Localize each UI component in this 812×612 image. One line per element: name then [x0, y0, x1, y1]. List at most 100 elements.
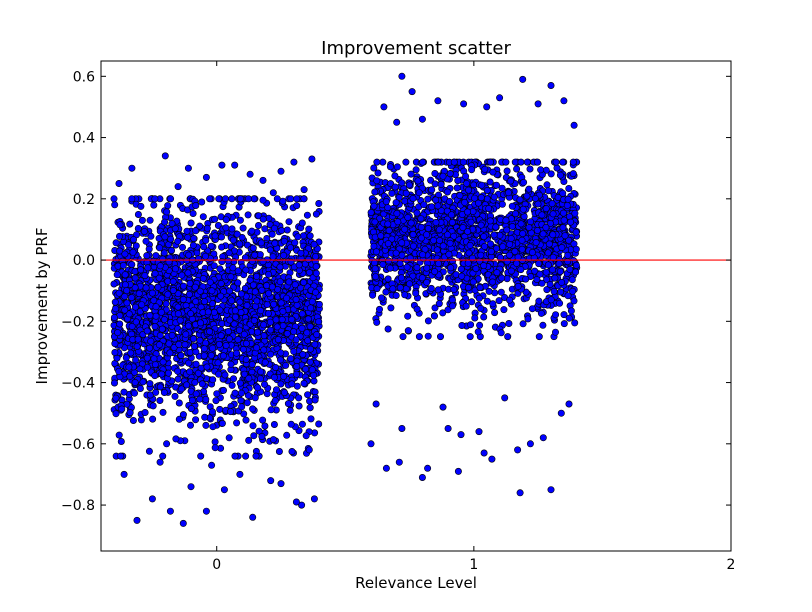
- data-point-outlier: [398, 72, 406, 80]
- data-point: [394, 218, 402, 226]
- data-point: [267, 350, 275, 358]
- data-point: [237, 389, 245, 397]
- data-point-outlier: [184, 164, 192, 172]
- data-point: [211, 438, 219, 446]
- data-point: [261, 422, 269, 430]
- data-point: [112, 394, 120, 402]
- x-tick-label: 1: [469, 557, 478, 573]
- data-point-outlier: [488, 455, 496, 463]
- data-point: [399, 333, 407, 341]
- data-point: [175, 399, 183, 407]
- data-point: [117, 437, 125, 445]
- data-point: [241, 284, 249, 292]
- data-point: [559, 158, 567, 166]
- data-point: [507, 235, 515, 243]
- data-point: [569, 287, 577, 295]
- data-point: [160, 249, 168, 257]
- data-point-outlier: [236, 470, 244, 478]
- data-point: [260, 346, 268, 354]
- data-point-outlier: [290, 158, 298, 166]
- data-point: [300, 278, 308, 286]
- data-point: [524, 315, 532, 323]
- data-point: [272, 316, 280, 324]
- data-point: [468, 298, 476, 306]
- data-point: [553, 164, 561, 172]
- data-point: [371, 188, 379, 196]
- data-point: [141, 408, 149, 416]
- data-point: [252, 452, 260, 460]
- data-point: [208, 287, 216, 295]
- data-point: [434, 202, 442, 210]
- data-point-outlier: [277, 480, 285, 488]
- data-point-outlier: [208, 461, 216, 469]
- data-point: [245, 374, 253, 382]
- data-point: [533, 158, 541, 166]
- data-point: [497, 329, 505, 337]
- data-point: [558, 278, 566, 286]
- data-point: [110, 195, 118, 203]
- data-point: [202, 252, 210, 260]
- data-point: [138, 216, 146, 224]
- data-point-outlier: [460, 100, 468, 108]
- data-point: [480, 313, 488, 321]
- data-point: [126, 409, 134, 417]
- data-point-outlier: [372, 400, 380, 408]
- data-point: [143, 327, 151, 335]
- data-point: [545, 240, 553, 248]
- data-point: [175, 340, 183, 348]
- data-point: [230, 375, 238, 383]
- data-point: [372, 273, 380, 281]
- data-point-outlier: [267, 477, 275, 485]
- data-point: [242, 266, 250, 274]
- data-point: [511, 247, 519, 255]
- data-point: [280, 251, 288, 259]
- data-point: [126, 372, 134, 380]
- data-point: [110, 313, 118, 321]
- data-point: [192, 390, 200, 398]
- data-point: [398, 251, 406, 259]
- data-point: [407, 170, 415, 178]
- data-point: [166, 349, 174, 357]
- y-tick-label: −0.8: [61, 498, 95, 514]
- data-point: [430, 312, 438, 320]
- data-point: [437, 180, 445, 188]
- data-point: [204, 308, 212, 316]
- data-point: [526, 218, 534, 226]
- data-point: [563, 201, 571, 209]
- data-point: [403, 263, 411, 271]
- data-point: [373, 285, 381, 293]
- x-axis-label: Relevance Level: [355, 574, 477, 592]
- data-point: [228, 381, 236, 389]
- data-point: [547, 296, 555, 304]
- data-point: [373, 318, 381, 326]
- data-point: [132, 318, 140, 326]
- data-point: [447, 264, 455, 272]
- data-point: [185, 359, 193, 367]
- data-point: [121, 281, 129, 289]
- data-point: [313, 331, 321, 339]
- data-point: [481, 165, 489, 173]
- data-point: [535, 333, 543, 341]
- data-point: [110, 280, 118, 288]
- data-point-outlier: [547, 486, 555, 494]
- data-point: [467, 218, 475, 226]
- data-point: [503, 167, 511, 175]
- data-point: [186, 348, 194, 356]
- data-point: [200, 345, 208, 353]
- data-point: [263, 282, 271, 290]
- data-point-outlier: [398, 424, 406, 432]
- data-point: [131, 274, 139, 282]
- data-point: [165, 340, 173, 348]
- data-point: [391, 183, 399, 191]
- data-point: [468, 166, 476, 174]
- data-point: [551, 328, 559, 336]
- data-point-outlier: [395, 458, 403, 466]
- data-point: [266, 326, 274, 334]
- data-point: [283, 294, 291, 302]
- data-point: [446, 170, 454, 178]
- data-point: [283, 226, 291, 234]
- data-point: [206, 278, 214, 286]
- data-point: [292, 336, 300, 344]
- data-point: [542, 205, 550, 213]
- data-point-outlier: [483, 103, 491, 111]
